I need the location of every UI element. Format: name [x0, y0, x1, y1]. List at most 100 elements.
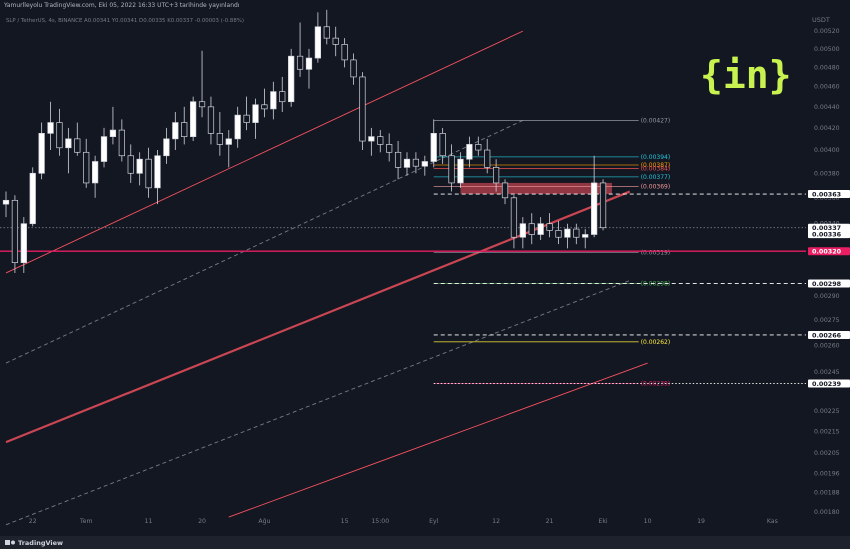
candle-25 — [225, 130, 232, 168]
candle-body-65 — [582, 234, 589, 238]
y-tick-label-13: 0.00260 — [814, 342, 840, 349]
candle-body-38 — [341, 44, 348, 61]
candle-body-32 — [288, 55, 295, 103]
resistance-zone-rect — [460, 182, 612, 195]
candle-32 — [288, 48, 295, 107]
fib-label-7: (0.00298) — [641, 280, 671, 287]
candle-body-53 — [475, 144, 482, 151]
candle-body-33 — [296, 55, 304, 70]
candle-body-7 — [65, 138, 72, 149]
candle-body-58 — [519, 223, 526, 238]
candle-body-21 — [190, 101, 197, 137]
y-tick-label-4: 0.00440 — [814, 104, 840, 111]
candle-body-27 — [243, 114, 250, 123]
candle-body-22 — [198, 101, 206, 108]
y-tick-label-2: 0.00480 — [814, 64, 840, 71]
candle-body-42 — [377, 136, 384, 145]
candle-body-12 — [109, 129, 117, 137]
candle-16 — [145, 147, 152, 198]
x-tick-label-5: 15 — [341, 518, 349, 525]
candle-body-59 — [528, 223, 535, 235]
candle-28 — [252, 98, 259, 139]
candle-body-23 — [207, 106, 215, 134]
candle-7 — [65, 127, 72, 174]
candle-2 — [20, 217, 27, 273]
candle-31 — [279, 76, 286, 113]
candle-body-18 — [163, 138, 170, 157]
y-tick-label-7: 0.00380 — [814, 170, 840, 177]
candle-18 — [163, 127, 170, 164]
candle-body-47 — [421, 161, 428, 167]
candle-body-49 — [439, 132, 446, 157]
candle-body-5 — [47, 122, 54, 134]
candle-26 — [234, 106, 241, 148]
symbol-info: SLP / TetherUS, 4s, BINANCE A0.00341 Y0.… — [6, 18, 244, 24]
candle-47 — [421, 155, 428, 176]
candle-8 — [74, 122, 81, 156]
candle-body-55 — [492, 167, 500, 184]
candle-33 — [296, 22, 304, 77]
price-tag-bg-2 — [808, 230, 850, 239]
candle-body-61 — [546, 223, 553, 231]
candle-29 — [261, 88, 268, 118]
candle-body-26 — [234, 114, 241, 140]
candle-49 — [439, 127, 446, 164]
currency-label: USDT — [812, 16, 830, 24]
fib-label-3: (0.00384) — [641, 166, 671, 173]
y-tick-label-18: 0.00196 — [814, 470, 840, 477]
candle-body-15 — [136, 158, 143, 174]
candle-body-62 — [555, 230, 562, 238]
candle-body-51 — [457, 158, 464, 184]
candle-body-3 — [29, 172, 36, 225]
candle-57 — [510, 195, 518, 249]
candle-40 — [359, 72, 366, 151]
price-tag-5: 0.00266 — [812, 331, 842, 339]
price-axis[interactable]: 0.00520 0.00500 0.00480 0.00460 0.00440 0.004… — [814, 28, 840, 516]
candle-58 — [519, 217, 526, 249]
x-tick-label-3: 20 — [198, 518, 206, 525]
price-tag-3: 0.00320 — [812, 248, 842, 256]
candle-body-8 — [74, 138, 81, 153]
y-tick-label-11: 0.00290 — [814, 293, 840, 300]
y-tick-label-14: 0.00245 — [814, 369, 840, 376]
y-tick-label-3: 0.00460 — [814, 84, 840, 91]
x-tick-label-7: Eyl — [429, 518, 439, 525]
candle-60 — [537, 217, 544, 240]
candle-17 — [154, 150, 161, 205]
candle-38 — [341, 38, 348, 68]
time-axis[interactable]: 22 Tem 11 20 Ağu 15 15:00 Eyl 12 21 Eki 10 19 Kas — [29, 517, 778, 525]
x-tick-label-6: 15:00 — [371, 518, 389, 525]
x-tick-label-10: Eki — [598, 518, 607, 525]
candle-27 — [243, 96, 250, 131]
tradingview-icon — [5, 540, 15, 545]
candle-48 — [430, 119, 437, 168]
price-tag-bg-6 — [808, 379, 850, 388]
candle-6 — [56, 108, 63, 156]
candlesticks — [2, 9, 607, 273]
fib-label-1: (0.00394) — [641, 154, 671, 161]
candle-11 — [100, 127, 108, 168]
candle-59 — [528, 213, 535, 245]
candle-5 — [47, 101, 54, 151]
candle-body-11 — [100, 136, 108, 162]
candle-body-9 — [83, 151, 90, 184]
candle-body-43 — [386, 144, 393, 153]
candle-24 — [216, 112, 223, 156]
channel-line-0 — [5, 30, 524, 274]
candle-23 — [207, 96, 215, 145]
candle-body-2 — [20, 223, 27, 264]
candle-41 — [368, 127, 375, 156]
y-tick-label-8: 0.00360 — [814, 195, 840, 202]
price-tag-bg-5 — [808, 330, 850, 339]
candle-body-30 — [270, 91, 277, 110]
resistance-zone — [460, 182, 612, 195]
candle-43 — [386, 133, 393, 162]
price-tags: 0.003630.0033704:26:020.003360.003200.00… — [808, 190, 850, 388]
candle-body-64 — [573, 228, 580, 238]
candle-20 — [181, 106, 188, 145]
candle-body-52 — [466, 144, 473, 160]
candle-21 — [190, 96, 197, 142]
y-tick-label-16: 0.00215 — [814, 428, 840, 435]
x-tick-label-4: Ağu — [258, 517, 270, 525]
